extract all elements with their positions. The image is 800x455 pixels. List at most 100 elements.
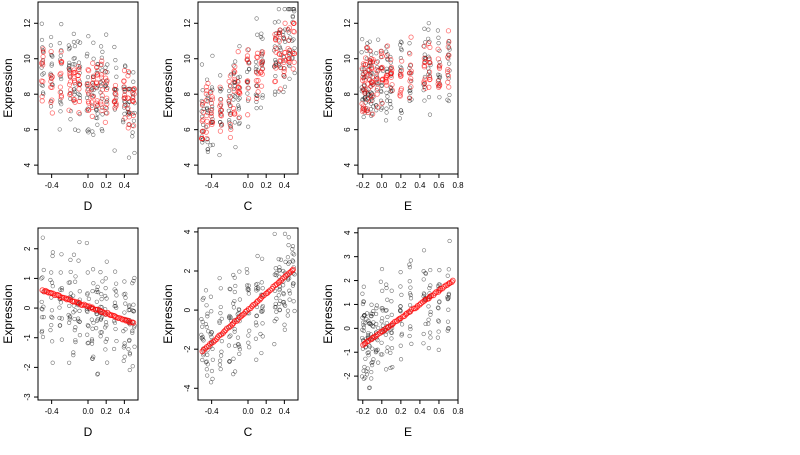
- observed-point: [281, 268, 286, 274]
- fitted-point: [228, 83, 234, 89]
- fitted-point: [203, 98, 209, 104]
- observed-point: [286, 261, 291, 266]
- observed-point: [388, 60, 393, 65]
- fitted-point: [449, 277, 456, 284]
- fitted-point: [66, 81, 73, 88]
- observed-point: [218, 358, 223, 363]
- observed-point: [57, 127, 62, 132]
- observed-point: [369, 52, 374, 57]
- observed-point: [99, 96, 104, 101]
- observed-point: [291, 299, 296, 304]
- fitted-point: [421, 55, 427, 62]
- fitted-point: [365, 86, 371, 92]
- observed-point: [94, 287, 99, 292]
- observed-point: [282, 322, 287, 327]
- observed-point: [208, 143, 213, 148]
- fitted-point: [437, 82, 443, 88]
- fitted-point: [378, 48, 384, 54]
- fitted-point: [435, 56, 441, 62]
- observed-point: [388, 350, 393, 355]
- fitted-point: [57, 89, 63, 95]
- observed-point: [59, 252, 64, 257]
- fitted-point: [99, 58, 105, 64]
- observed-point: [228, 333, 233, 338]
- x-tick-label: -0.4: [45, 407, 59, 416]
- observed-point: [276, 6, 281, 12]
- observed-point: [57, 305, 62, 310]
- observed-point: [209, 368, 215, 374]
- fitted-point: [258, 61, 264, 67]
- fitted-point: [276, 31, 282, 38]
- observed-point: [428, 312, 433, 317]
- observed-point: [218, 311, 223, 316]
- x-axis-label: E: [404, 199, 412, 213]
- observed-point: [290, 244, 296, 249]
- observed-point: [383, 308, 388, 313]
- observed-point: [57, 41, 62, 46]
- fitted-point: [72, 69, 78, 75]
- observed-point: [259, 280, 264, 285]
- observed-point: [384, 285, 389, 291]
- fitted-point: [204, 123, 210, 129]
- observed-point: [104, 336, 109, 342]
- observed-point: [208, 380, 214, 385]
- observed-point: [422, 292, 427, 297]
- fitted-point: [131, 86, 137, 92]
- observed-point: [96, 290, 101, 295]
- observed-point: [48, 277, 53, 283]
- observed-point: [48, 43, 53, 48]
- fitted-point: [362, 77, 368, 83]
- observed-point: [103, 65, 108, 70]
- observed-point: [245, 286, 250, 291]
- y-tick-label: 2: [183, 268, 192, 273]
- fitted-point: [113, 92, 119, 98]
- observed-point: [71, 350, 76, 355]
- fitted-point: [89, 104, 96, 111]
- observed-point: [58, 97, 63, 102]
- fitted-point: [102, 104, 108, 110]
- observed-point: [446, 307, 451, 312]
- observed-point: [85, 128, 90, 133]
- fitted-point: [94, 98, 100, 104]
- observed-point: [445, 295, 450, 300]
- observed-point: [388, 98, 393, 104]
- observed-point: [447, 238, 452, 244]
- panel-4: -0.4 0.0 0.2 0.4 -3 -2 -1 0 1 2 D Expression: [1, 227, 139, 439]
- x-tick-label: 0.0: [242, 181, 254, 190]
- fitted-point: [72, 77, 78, 84]
- fitted-point: [426, 84, 432, 90]
- observed-point: [112, 287, 117, 292]
- observed-point: [244, 266, 249, 272]
- observed-point: [421, 248, 427, 253]
- fitted-point: [421, 64, 427, 70]
- observed-point: [274, 316, 279, 321]
- observed-point: [247, 328, 252, 333]
- fitted-point: [362, 61, 368, 67]
- fitted-point: [218, 101, 224, 107]
- observed-point: [388, 101, 393, 107]
- observed-point: [39, 37, 45, 43]
- fitted-point: [75, 76, 81, 83]
- observed-point: [99, 127, 104, 132]
- observed-point: [407, 262, 412, 267]
- y-tick-label: 2: [343, 278, 352, 283]
- observed-point: [428, 335, 433, 340]
- observed-point: [76, 91, 81, 96]
- observed-point: [369, 363, 375, 368]
- fitted-point: [244, 53, 251, 59]
- fitted-point: [426, 59, 432, 66]
- observed-point: [445, 319, 451, 324]
- fitted-point: [208, 113, 214, 119]
- x-tick-label: 0.4: [279, 181, 291, 190]
- fitted-point: [435, 46, 441, 52]
- y-tick-label: 0: [23, 305, 32, 310]
- x-tick-label: 0.0: [376, 407, 388, 416]
- observed-point: [85, 332, 90, 337]
- fitted-point: [286, 58, 292, 64]
- observed-point: [370, 346, 375, 351]
- observed-point: [105, 85, 110, 91]
- observed-point: [199, 332, 204, 337]
- observed-point: [389, 312, 394, 317]
- observed-point: [85, 323, 90, 328]
- observed-point: [89, 341, 95, 346]
